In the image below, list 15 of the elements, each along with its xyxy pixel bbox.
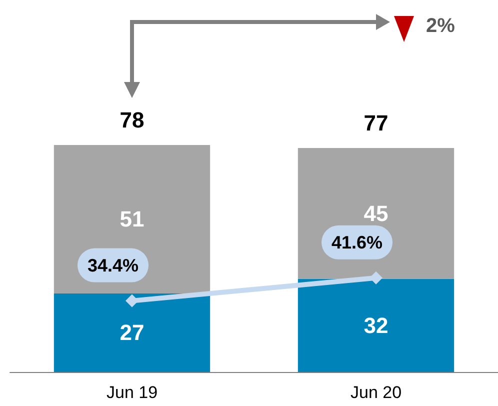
x-tick-label: Jun 20 xyxy=(350,383,402,402)
bar xyxy=(298,148,454,279)
text: 2% xyxy=(426,15,455,38)
bar xyxy=(54,293,210,372)
bar xyxy=(54,145,210,294)
data-label: 51 xyxy=(120,206,144,232)
x-tick-label: Jun 19 xyxy=(106,383,158,402)
data-label: 34.4% xyxy=(88,255,139,276)
data-label: 45 xyxy=(364,200,388,226)
data-label: 41.6% xyxy=(332,232,383,252)
data-label: 32 xyxy=(364,312,388,338)
total-label: 77 xyxy=(364,110,388,136)
total-label: 78 xyxy=(120,108,144,133)
bar xyxy=(298,278,454,372)
data-label: 27 xyxy=(120,320,144,346)
